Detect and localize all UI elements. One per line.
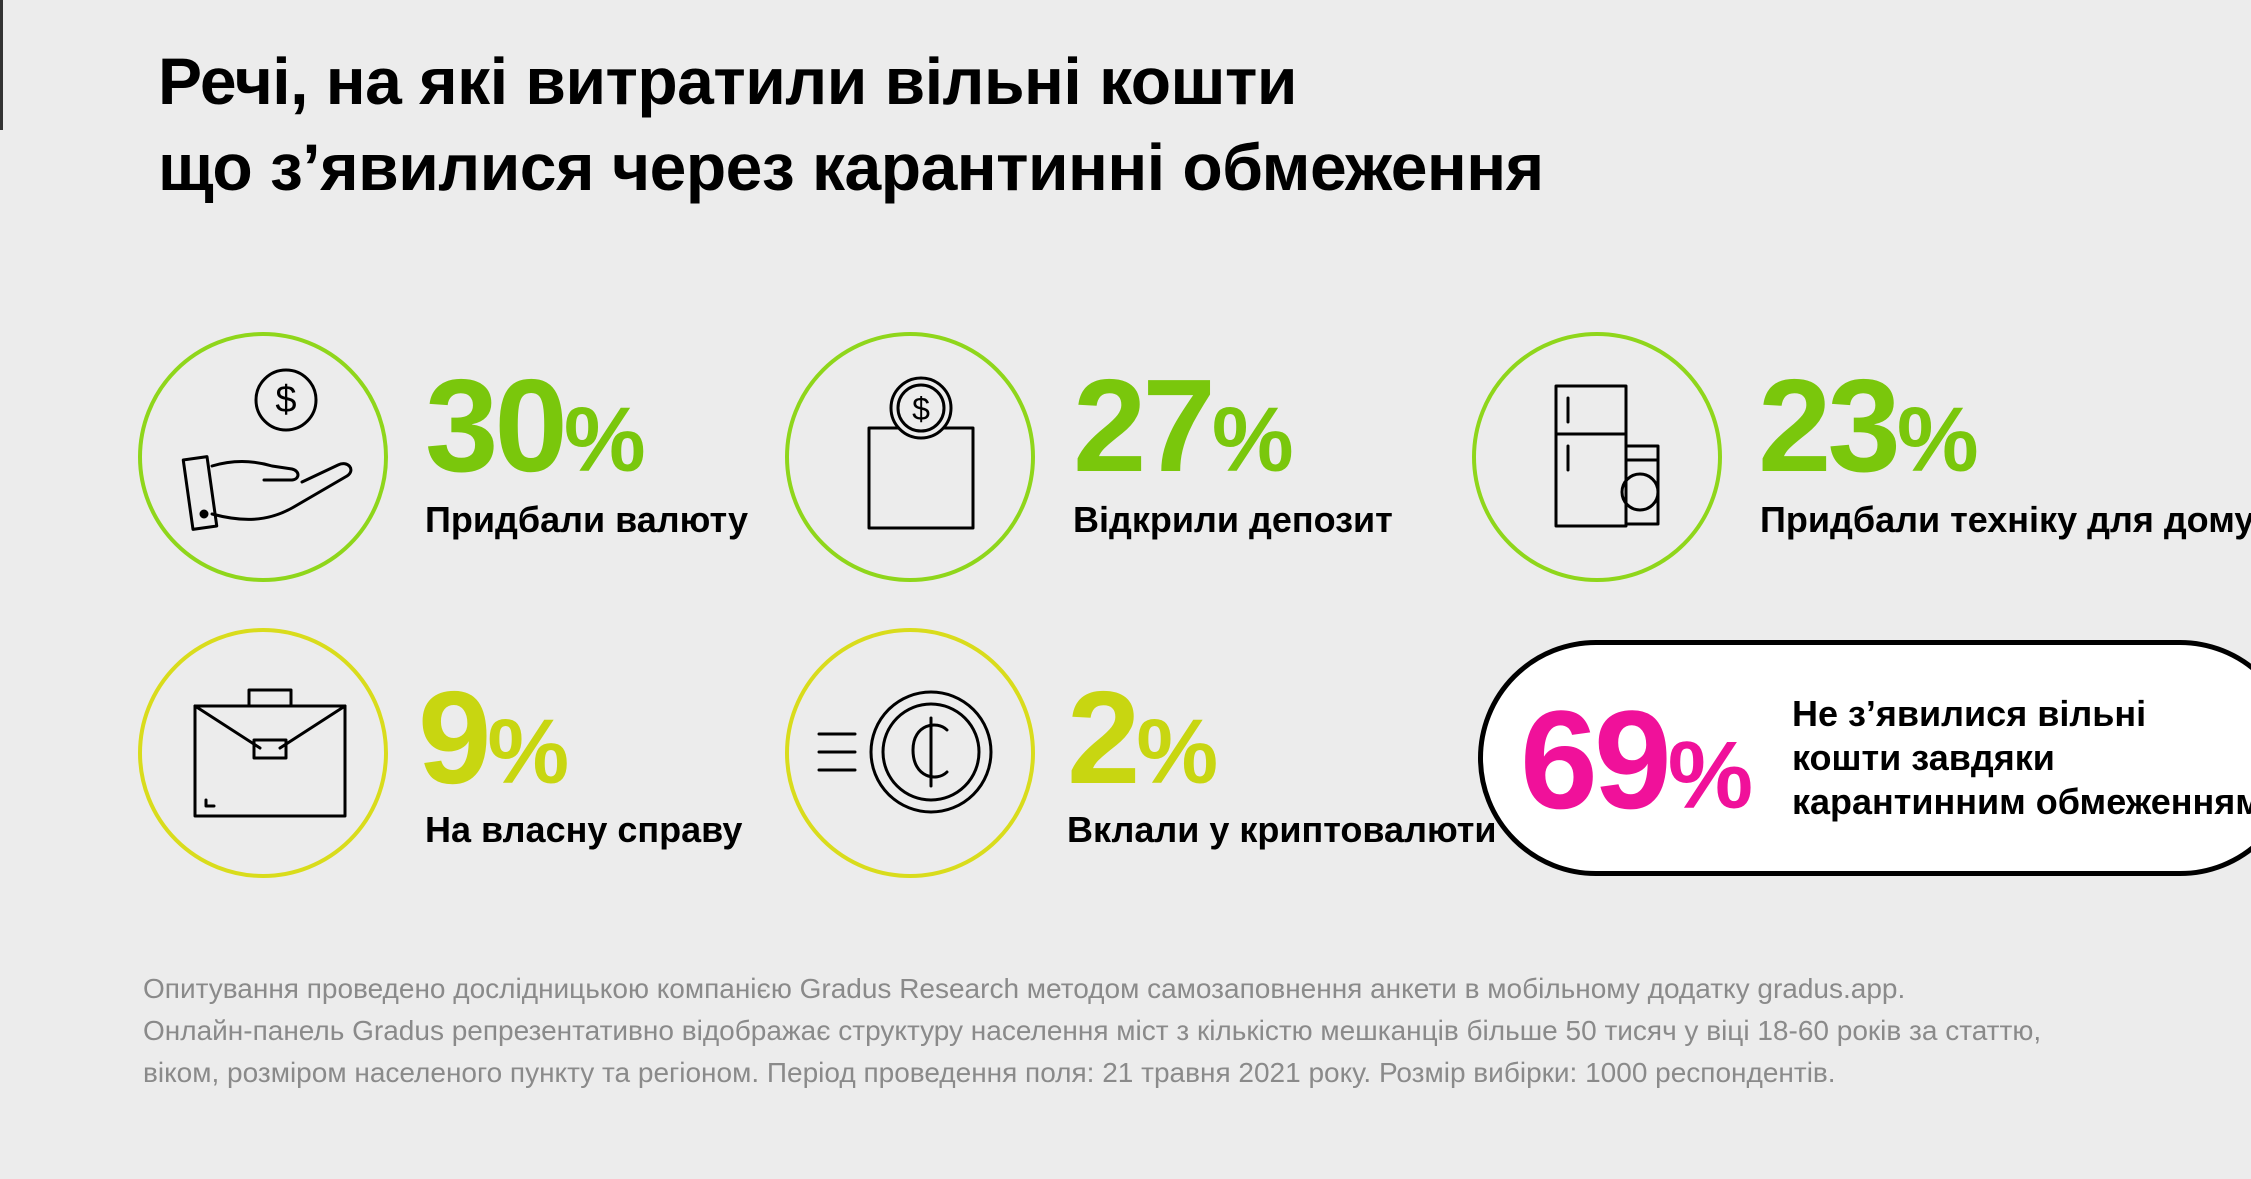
svg-text:$: $ — [275, 379, 296, 421]
highlight-label-line-2: кошти завдяки — [1792, 737, 2055, 778]
title-line-1: Речі, на які витратили вільні кошти — [158, 44, 1297, 118]
footnote-line-1: Опитування проведено дослідницькою компа… — [143, 973, 1906, 1004]
highlight-label: Не з’явилися вільні кошти завдяки карант… — [1792, 692, 2251, 824]
hand-coin-icon: $ — [181, 368, 353, 531]
page-title: Речі, на які витратили вільні кошти що з… — [158, 38, 1544, 210]
stat-value-crypto: 2% — [1067, 664, 1219, 811]
footnote: Опитування проведено дослідницькою компа… — [143, 968, 2041, 1094]
stat-circle-crypto — [785, 628, 1035, 878]
deposit-box-icon: $ — [867, 376, 975, 530]
stat-label-deposit: Відкрили депозит — [1073, 499, 1393, 540]
stat-label-business: На власну справу — [425, 809, 743, 850]
stat-circle-currency: $ — [138, 332, 388, 582]
highlight-value: 69% — [1520, 681, 1754, 838]
stat-value-appliances: 23% — [1758, 352, 1979, 499]
stat-circle-deposit: $ — [785, 332, 1035, 582]
crypto-coin-icon — [817, 690, 993, 814]
stat-value-currency: 30% — [425, 352, 646, 499]
appliances-icon — [1554, 384, 1660, 528]
stat-circle-business — [138, 628, 388, 878]
footnote-line-3: віком, розміром населеного пункту та рег… — [143, 1057, 1836, 1088]
stat-value-business: 9% — [418, 664, 570, 811]
highlight-label-line-1: Не з’явилися вільні — [1792, 693, 2147, 734]
title-line-2: що з’явилися через карантинні обмеження — [158, 130, 1544, 204]
svg-text:$: $ — [912, 391, 930, 427]
highlight-pill — [1478, 640, 2251, 876]
stat-label-currency: Придбали валюту — [425, 499, 749, 540]
left-edge-mark — [0, 0, 3, 130]
stat-value-deposit: 27% — [1073, 352, 1294, 499]
stat-label-appliances: Придбали техніку для дому — [1760, 499, 2251, 540]
highlight-label-line-3: карантинним обмеженням — [1792, 781, 2251, 822]
stat-circle-appliances — [1472, 332, 1722, 582]
stat-label-crypto: Вклали у криптовалюти — [1067, 809, 1497, 850]
footnote-line-2: Онлайн-панель Gradus репрезентативно від… — [143, 1015, 2042, 1046]
briefcase-icon — [193, 688, 347, 818]
